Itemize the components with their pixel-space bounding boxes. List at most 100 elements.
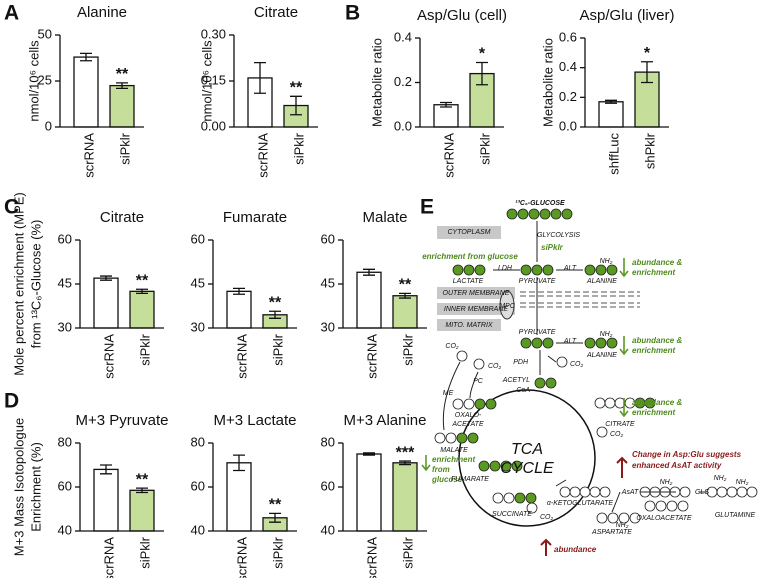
diagram-label: CITRATE xyxy=(605,421,635,428)
carbon xyxy=(595,264,607,276)
diagram-label: NH₂ xyxy=(714,475,727,482)
y-tick-label: 0.15 xyxy=(201,72,226,87)
diagram-label: GLUTAMINE xyxy=(715,512,756,519)
carbon xyxy=(677,500,689,512)
error-bar xyxy=(136,487,148,494)
carbon xyxy=(584,264,596,276)
carbon xyxy=(589,486,601,498)
y-tick-label: 60 xyxy=(191,478,205,493)
carbon xyxy=(726,486,738,498)
carbon xyxy=(666,500,678,512)
carbon xyxy=(452,398,464,410)
y-tick-label: 30 xyxy=(191,319,205,334)
diagram-label: FUMARATE xyxy=(451,476,489,483)
x-tick-label: shPklr xyxy=(642,132,657,169)
x-tick-label: scrRNA xyxy=(234,537,249,578)
diagram-label: MITO. MATRIX xyxy=(445,322,493,329)
error-bar xyxy=(363,452,375,456)
significance: * xyxy=(644,45,651,62)
diagram-label: GLS xyxy=(695,489,709,496)
diagram-label: CoA xyxy=(516,387,530,394)
x-tick-label: siPklr xyxy=(477,132,492,164)
diagram-label: enrichment xyxy=(632,268,675,277)
diagram-label: CO₂ xyxy=(488,363,502,370)
panel-label: E xyxy=(420,196,434,219)
carbon xyxy=(503,492,515,504)
diagram-label: CO₂ xyxy=(610,431,624,438)
carbon xyxy=(452,264,464,276)
x-tick-label: scrRNA xyxy=(234,334,249,379)
y-tick-label: 25 xyxy=(38,72,52,87)
y-tick-label: 45 xyxy=(321,275,335,290)
carbon xyxy=(556,356,568,368)
carbon xyxy=(569,486,581,498)
carbon xyxy=(456,432,468,444)
carbon xyxy=(474,398,486,410)
error-bar xyxy=(100,464,112,475)
carbon xyxy=(606,264,618,276)
diagram-label: enrichment xyxy=(632,346,675,355)
carbon xyxy=(492,492,504,504)
x-tick-label: shffLuc xyxy=(606,133,621,175)
carbon xyxy=(525,492,537,504)
diagram-label: LDH xyxy=(498,265,513,272)
chart-title: Malate xyxy=(362,209,407,226)
chart-title: Citrate xyxy=(254,4,298,21)
chart-title: Fumarate xyxy=(223,209,287,226)
carbon xyxy=(531,264,543,276)
carbon xyxy=(463,398,475,410)
x-tick-label: scrRNA xyxy=(364,537,379,578)
panel-label: C xyxy=(4,196,19,219)
chart-title: Asp/Glu (liver) xyxy=(579,7,674,24)
carbon xyxy=(579,486,591,498)
diagram-label: LACTATE xyxy=(453,278,484,285)
bar xyxy=(73,56,99,128)
diagram-label: from xyxy=(432,465,450,474)
y-tick-label: 80 xyxy=(321,434,335,449)
mpc-transporter xyxy=(499,290,515,320)
y-tick-label: 0.0 xyxy=(394,118,412,133)
carbon xyxy=(606,337,618,349)
diagram-label: PYRUVATE xyxy=(519,278,556,285)
bar xyxy=(129,290,155,329)
y-axis-label: Mole percent enrichment (MPE) xyxy=(11,192,26,376)
y-tick-label: 0.2 xyxy=(394,74,412,89)
carbon xyxy=(473,358,485,370)
bar xyxy=(356,271,382,329)
error-bar xyxy=(476,61,488,86)
carbon xyxy=(534,377,546,389)
carbon xyxy=(485,398,497,410)
significance: ** xyxy=(136,471,149,488)
significance: ** xyxy=(116,66,129,83)
diagram-label: NH₂ xyxy=(736,479,749,486)
label-box xyxy=(437,303,515,315)
diagram-label: enhanced AsAT activity xyxy=(632,461,722,470)
diagram-label: glucose xyxy=(431,475,463,484)
carbon xyxy=(594,397,606,409)
diagram-label: CO₂ xyxy=(445,343,459,350)
diagram-label: MPC xyxy=(499,303,516,310)
y-tick-label: 50 xyxy=(38,26,52,41)
y-axis-label: Metabolite ratio xyxy=(540,38,555,127)
y-axis-label: nmol/10⁶ cells xyxy=(199,40,214,122)
diagram-label: abundance & xyxy=(632,336,682,345)
y-tick-label: 40 xyxy=(58,522,72,537)
error-bar xyxy=(440,101,452,108)
chart-title: M+3 Pyruvate xyxy=(76,412,169,429)
carbon xyxy=(604,397,616,409)
significance: ** xyxy=(269,294,282,311)
y-tick-label: 0.4 xyxy=(559,59,577,74)
diagram-label: OXALO- xyxy=(455,412,482,419)
error-bar xyxy=(269,310,281,319)
y-tick-label: 80 xyxy=(58,434,72,449)
diagram-label: NH₂ xyxy=(600,331,613,338)
x-tick-label: siPklr xyxy=(117,132,132,164)
bar xyxy=(392,462,418,532)
increase-arrows xyxy=(540,456,628,556)
panel-label: A xyxy=(4,2,19,25)
error-bar xyxy=(100,275,112,281)
error-bar xyxy=(399,292,411,299)
carbon xyxy=(644,500,656,512)
error-bar xyxy=(116,82,128,90)
